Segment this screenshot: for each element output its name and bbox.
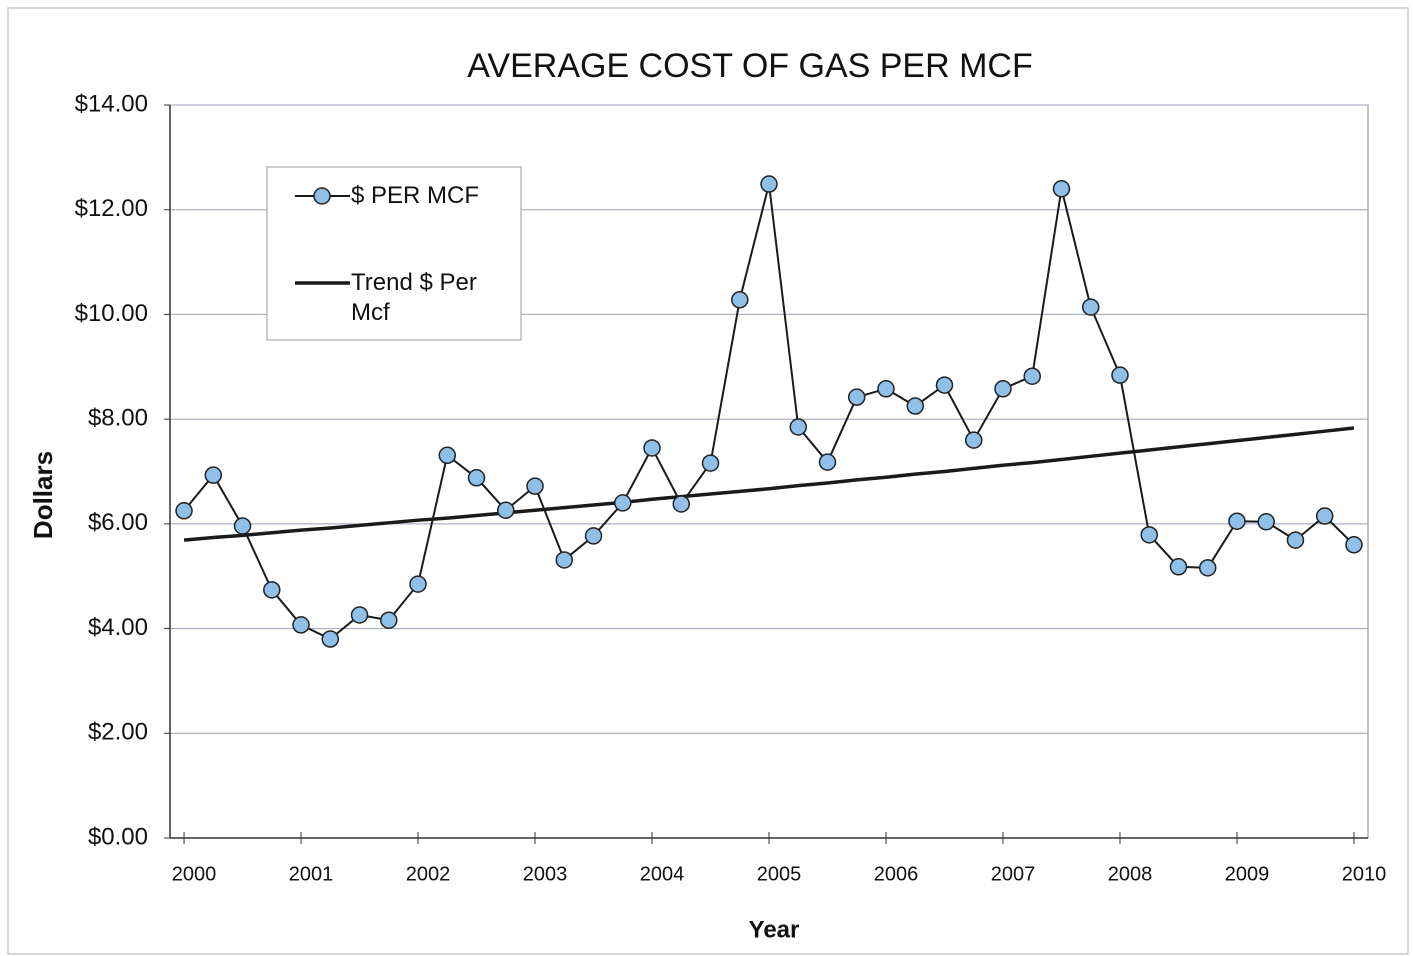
- data-point: [994, 380, 1012, 398]
- y-tick-label: $0.00: [88, 823, 148, 850]
- data-point: [555, 551, 574, 569]
- x-tick-label: 2002: [406, 863, 451, 885]
- x-tick-label: 2004: [640, 863, 685, 885]
- data-point: [584, 527, 603, 545]
- x-tick-label: 2006: [874, 863, 919, 885]
- data-point: [321, 630, 340, 648]
- data-point: [964, 431, 983, 449]
- chart-title: AVERAGE COST OF GAS PER MCF: [467, 47, 1033, 85]
- data-point: [701, 454, 720, 472]
- data-point: [526, 477, 544, 495]
- data-point: [1286, 531, 1305, 549]
- data-point: [1198, 559, 1217, 577]
- data-point: [1228, 512, 1246, 530]
- y-tick-label: $2.00: [88, 719, 148, 746]
- data-point: [1345, 536, 1363, 554]
- y-tick-label: $4.00: [88, 614, 148, 641]
- data-point: [818, 453, 837, 471]
- data-point: [1257, 513, 1275, 531]
- y-tick-label: $8.00: [88, 404, 148, 431]
- data-point: [350, 606, 369, 624]
- data-point: [1052, 180, 1071, 198]
- x-tick-label: 2003: [523, 863, 568, 885]
- data-point: [672, 495, 691, 513]
- x-tick-label: 2008: [1108, 863, 1153, 885]
- data-point: [1023, 367, 1041, 385]
- y-tick-label: $14.00: [75, 90, 148, 117]
- data-point: [175, 502, 193, 520]
- data-point: [497, 501, 515, 519]
- data-point: [1169, 558, 1188, 576]
- data-point: [380, 611, 398, 629]
- x-tick-label: 2005: [757, 863, 802, 885]
- data-point: [847, 388, 866, 406]
- legend-marker: [313, 187, 331, 205]
- x-axis-label: Year: [749, 916, 800, 943]
- data-point: [789, 418, 807, 436]
- data-point: [877, 380, 895, 398]
- data-point: [935, 376, 954, 394]
- data-point: [760, 175, 778, 193]
- data-point: [467, 469, 486, 487]
- legend-item: $ PER MCF: [351, 182, 480, 209]
- y-axis-label: Dollars: [28, 451, 58, 539]
- y-tick-label: $10.00: [75, 300, 148, 327]
- data-point: [906, 397, 924, 415]
- y-tick-label: $12.00: [75, 195, 148, 222]
- series-line: [183, 426, 1355, 542]
- y-tick-label: $6.00: [88, 509, 148, 536]
- data-point: [614, 494, 632, 512]
- data-point: [731, 291, 749, 309]
- data-point: [643, 439, 661, 457]
- data-point: [292, 616, 310, 634]
- data-point: [409, 575, 427, 593]
- legend-label: $ PER MCF: [351, 182, 480, 209]
- x-tick-label: 2001: [289, 863, 334, 885]
- data-point: [1081, 298, 1100, 316]
- legend-label: Trend $ Per Mcf: [351, 269, 477, 326]
- x-tick-label: 2009: [1225, 863, 1270, 885]
- x-tick-label: 2010: [1342, 863, 1387, 885]
- data-point: [1315, 507, 1334, 525]
- data-point: [233, 517, 252, 535]
- x-tick-label: 2000: [172, 863, 217, 885]
- x-tick-label: 2007: [991, 863, 1036, 885]
- data-point: [1140, 526, 1158, 544]
- data-point: [438, 446, 457, 465]
- legend-item: Trend $ Per Mcf: [351, 269, 477, 326]
- data-point: [1111, 366, 1129, 384]
- data-point: [263, 581, 281, 599]
- data-point: [204, 466, 223, 484]
